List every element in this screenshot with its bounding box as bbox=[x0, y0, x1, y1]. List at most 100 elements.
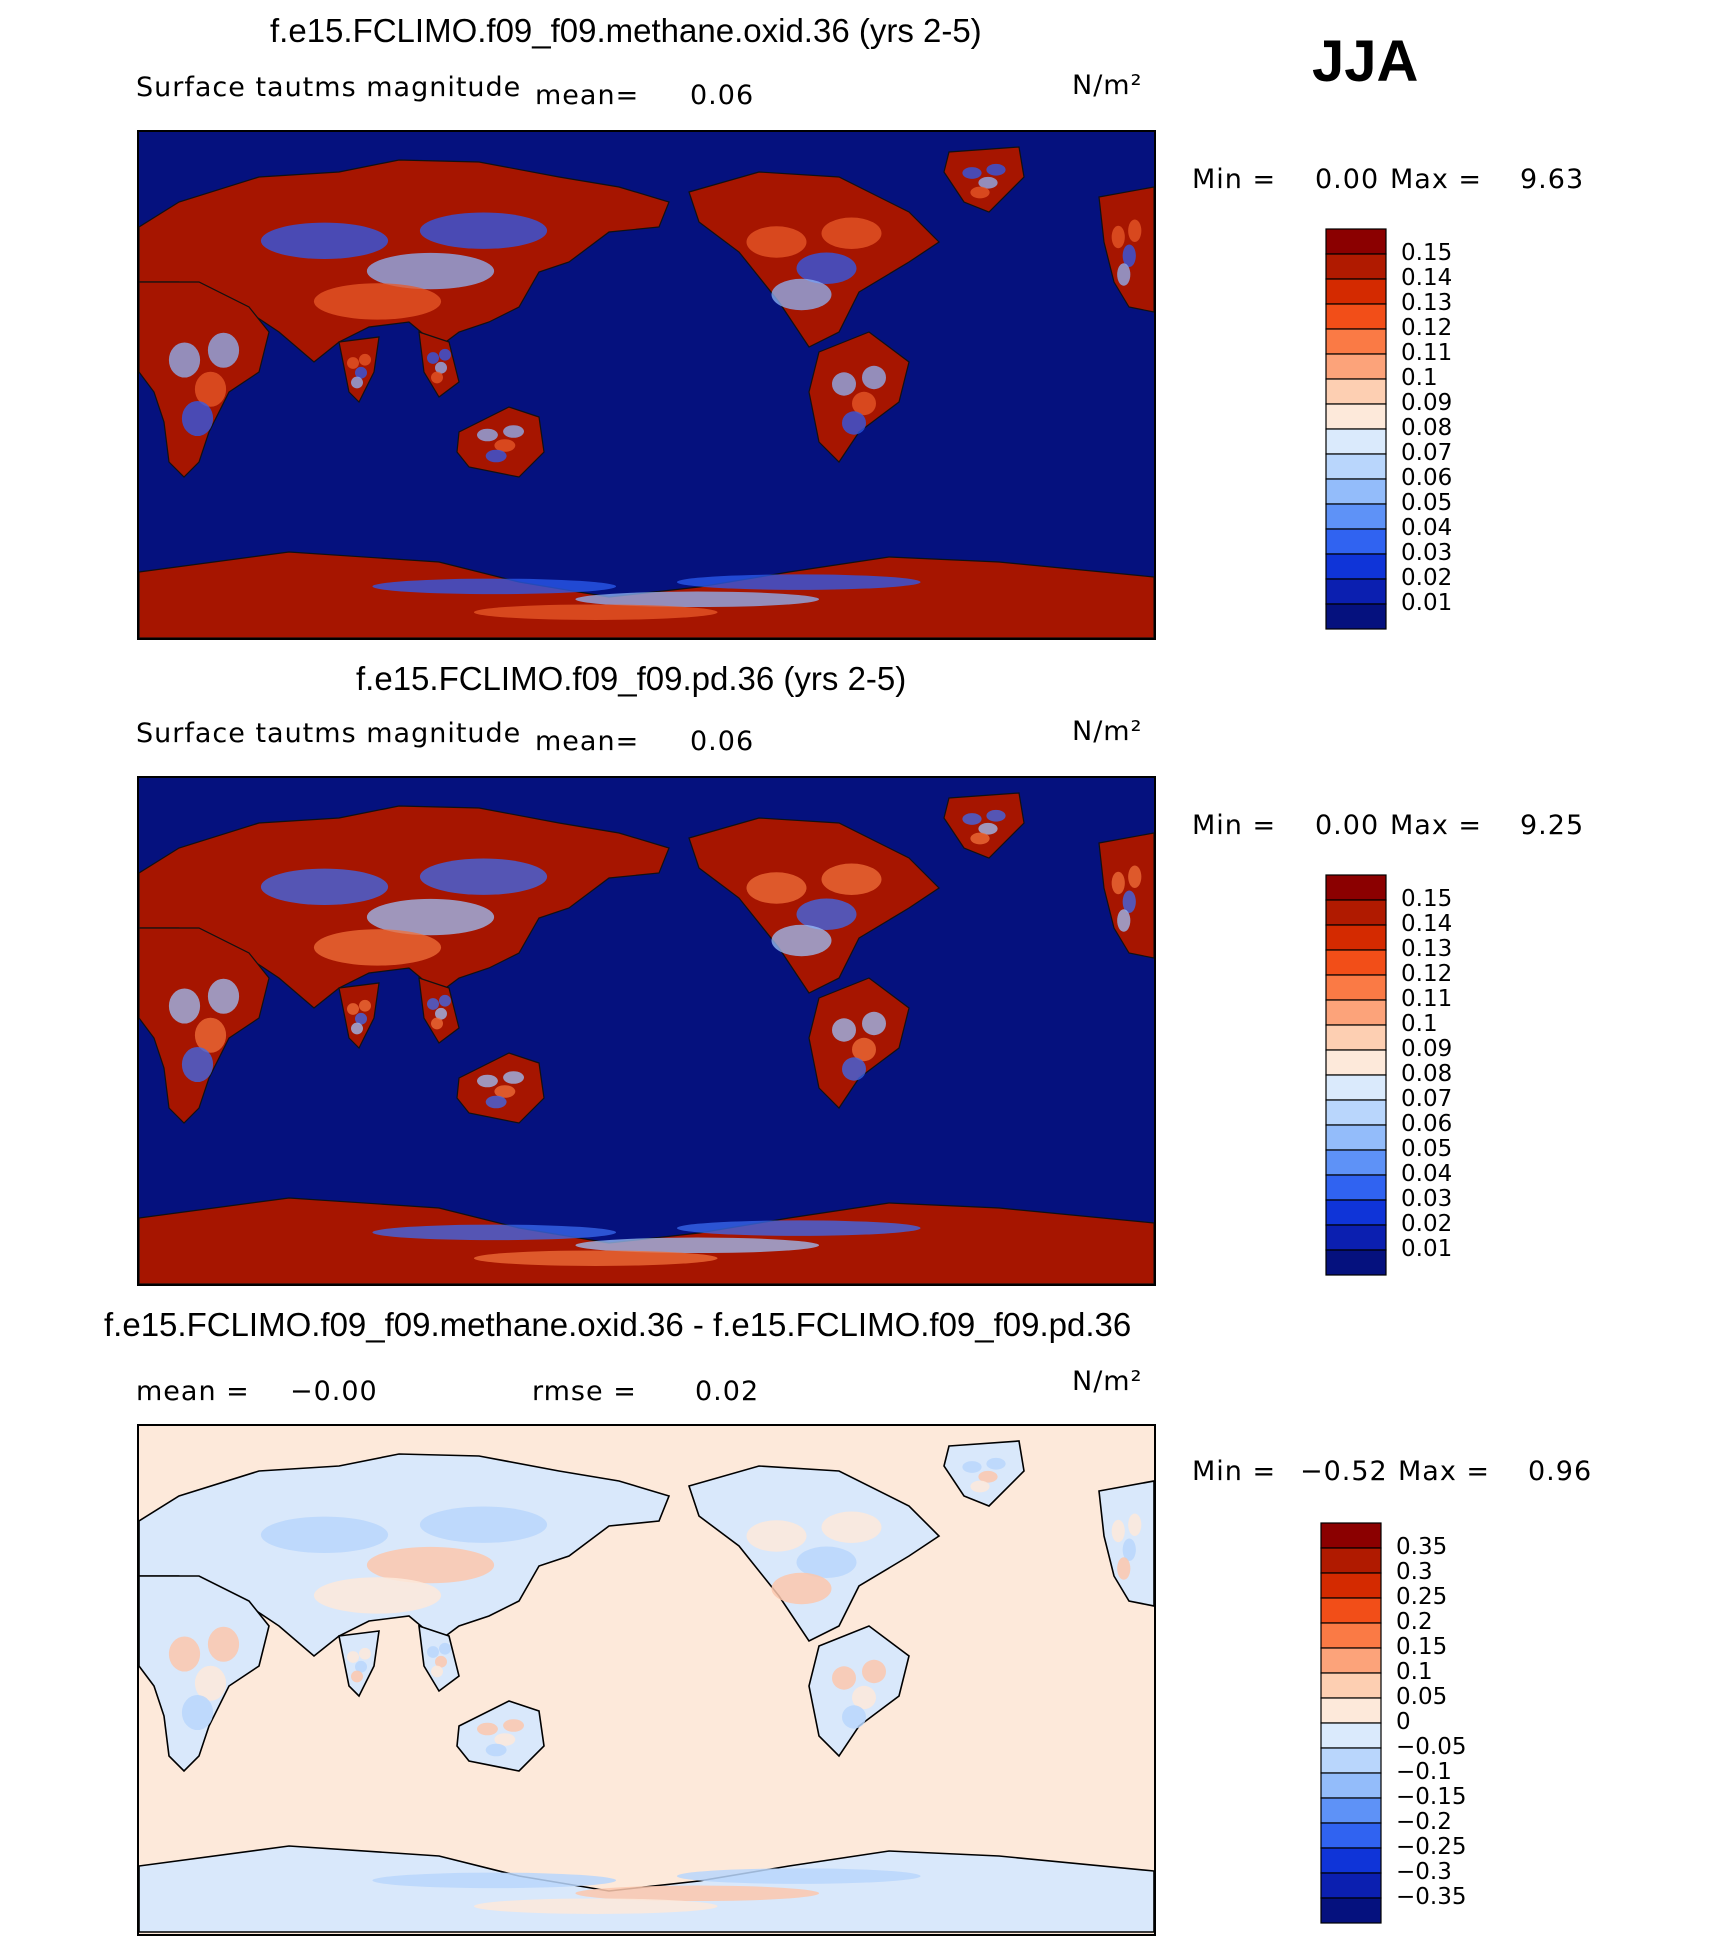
field-patch bbox=[978, 822, 998, 835]
field-patch bbox=[832, 372, 856, 396]
field-patch bbox=[473, 1250, 718, 1266]
field-patch bbox=[962, 1461, 982, 1473]
field-patch bbox=[796, 1546, 857, 1578]
colorbar-swatch bbox=[1320, 1697, 1382, 1724]
field-patch bbox=[366, 898, 495, 936]
colorbar-svg bbox=[1325, 874, 1387, 1276]
colorbar-tick-label: 0.14 bbox=[1401, 265, 1453, 291]
panel2-units: N/m² bbox=[1072, 716, 1143, 747]
field-patch bbox=[746, 1520, 807, 1552]
colorbar-tick-label: 0.12 bbox=[1401, 315, 1453, 341]
field-patch bbox=[485, 1743, 507, 1757]
field-patch bbox=[986, 163, 1006, 176]
panel3-title: f.e15.FCLIMO.f09_f09.methane.oxid.36 - f… bbox=[104, 1306, 1132, 1343]
colorbar-swatch bbox=[1325, 553, 1387, 580]
colorbar-swatch bbox=[1325, 603, 1387, 630]
colorbar-tick-label: 0 bbox=[1396, 1709, 1411, 1735]
colorbar-tick-label: 0.35 bbox=[1396, 1534, 1448, 1560]
panel1-units: N/m² bbox=[1072, 70, 1143, 101]
field-patch bbox=[485, 1095, 507, 1109]
colorbar-tick-label: 0.2 bbox=[1396, 1609, 1433, 1635]
panel2-title: f.e15.FCLIMO.f09_f09.pd.36 (yrs 2-5) bbox=[356, 660, 907, 697]
field-patch bbox=[842, 1705, 866, 1729]
field-patch bbox=[359, 1647, 371, 1660]
colorbar-tick-label: 0.07 bbox=[1401, 1086, 1453, 1112]
field-patch bbox=[494, 439, 516, 452]
field-patch bbox=[842, 411, 866, 435]
colorbar-swatch bbox=[1320, 1897, 1382, 1924]
field-patch bbox=[1117, 1557, 1131, 1580]
panel2-mean-label: mean= bbox=[535, 726, 640, 757]
field-patch bbox=[168, 1636, 201, 1672]
field-patch bbox=[419, 1506, 548, 1543]
panel3-mean-value: −0.00 bbox=[290, 1376, 378, 1407]
colorbar-tick-label: 0.1 bbox=[1401, 365, 1438, 391]
field-patch bbox=[359, 999, 371, 1012]
field-patch bbox=[372, 1872, 617, 1889]
panel1-mean-label: mean= bbox=[535, 80, 640, 111]
colorbar-tick-label: 0.09 bbox=[1401, 390, 1453, 416]
colorbar-tick-label: 0.11 bbox=[1401, 986, 1453, 1012]
field-patch bbox=[347, 357, 359, 369]
colorbar-tick-label: 0.05 bbox=[1396, 1684, 1448, 1710]
field-patch bbox=[1117, 263, 1131, 286]
field-patch bbox=[1128, 1513, 1142, 1536]
field-patch bbox=[970, 186, 990, 199]
panel3-units: N/m² bbox=[1072, 1366, 1143, 1397]
colorbar-swatch bbox=[1325, 428, 1387, 455]
panel1-min-label: Min = bbox=[1192, 164, 1277, 195]
panel3-max-label: Max = bbox=[1398, 1456, 1491, 1487]
colorbar-tick-label: −0.05 bbox=[1396, 1734, 1467, 1760]
field-patch bbox=[427, 1646, 439, 1658]
colorbar-tick-label: 0.14 bbox=[1401, 911, 1453, 937]
colorbar-tick-label: −0.15 bbox=[1396, 1784, 1467, 1810]
field-patch bbox=[419, 858, 548, 895]
colorbar-swatch bbox=[1320, 1872, 1382, 1899]
panel1-map-svg bbox=[139, 132, 1154, 638]
colorbar-swatch bbox=[1325, 1174, 1387, 1201]
field-patch bbox=[473, 604, 718, 620]
field-patch bbox=[771, 924, 832, 957]
field-patch bbox=[962, 813, 982, 825]
field-patch bbox=[355, 366, 367, 379]
colorbar-swatch bbox=[1325, 1099, 1387, 1126]
colorbar-tick-label: −0.1 bbox=[1396, 1759, 1452, 1785]
field-patch bbox=[575, 591, 820, 608]
field-patch bbox=[986, 1457, 1006, 1470]
colorbar-swatch bbox=[1320, 1747, 1382, 1774]
panel3-rmse-label: rmse = bbox=[532, 1376, 637, 1407]
field-patch bbox=[1111, 225, 1125, 249]
panel3-min-value: −0.52 bbox=[1300, 1456, 1388, 1487]
field-patch bbox=[419, 212, 548, 249]
field-patch bbox=[431, 371, 443, 384]
field-patch bbox=[862, 365, 886, 390]
colorbar-swatch bbox=[1325, 999, 1387, 1026]
panel1-variable-label: Surface tautms magnitude bbox=[136, 72, 522, 103]
colorbar-tick-label: 0.06 bbox=[1401, 1111, 1453, 1137]
field-patch bbox=[181, 400, 214, 437]
colorbar-swatch bbox=[1320, 1647, 1382, 1674]
colorbar-swatch bbox=[1320, 1847, 1382, 1874]
panel3-rmse-value: 0.02 bbox=[695, 1376, 760, 1407]
field-patch bbox=[347, 1003, 359, 1015]
field-patch bbox=[427, 998, 439, 1010]
field-patch bbox=[970, 1480, 990, 1493]
colorbar-swatch bbox=[1320, 1672, 1382, 1699]
colorbar-swatch bbox=[1325, 528, 1387, 555]
field-patch bbox=[970, 832, 990, 845]
colorbar-tick-label: 0.04 bbox=[1401, 1161, 1453, 1187]
colorbar-tick-label: 0.01 bbox=[1401, 1236, 1453, 1262]
field-patch bbox=[431, 1665, 443, 1678]
field-patch bbox=[832, 1666, 856, 1690]
field-patch bbox=[986, 809, 1006, 822]
field-patch bbox=[351, 376, 363, 389]
panel2-min-label: Min = bbox=[1192, 810, 1277, 841]
field-patch bbox=[1117, 909, 1131, 932]
colorbar-swatch bbox=[1325, 899, 1387, 926]
colorbar-tick-label: 0.15 bbox=[1401, 886, 1453, 912]
field-patch bbox=[862, 1659, 886, 1684]
field-patch bbox=[962, 167, 982, 179]
field-patch bbox=[168, 988, 201, 1024]
field-patch bbox=[181, 1046, 214, 1083]
field-patch bbox=[194, 1665, 227, 1701]
